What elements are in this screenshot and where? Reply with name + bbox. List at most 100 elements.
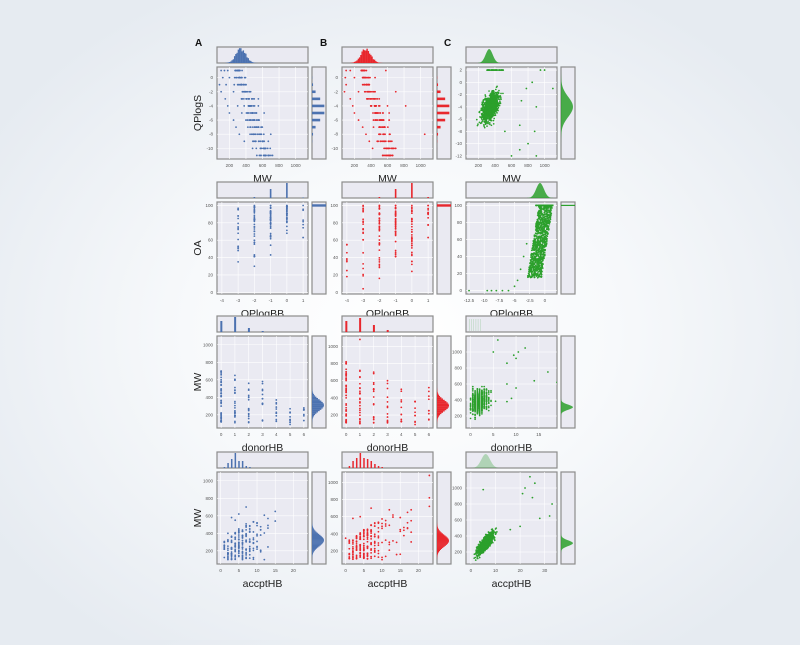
y-tick-label: -10 (206, 146, 213, 151)
y-tick-label: -10 (331, 146, 338, 151)
y-tick-label: 80 (208, 220, 214, 225)
x-tick-label: -7.5 (495, 298, 503, 303)
y-tick-label: 400 (205, 395, 213, 400)
y-axis-label: OA (192, 240, 204, 255)
y-tick-label: 600 (454, 382, 462, 387)
y-tick-label: 60 (333, 238, 339, 243)
y-tick-label: -8 (209, 132, 213, 137)
x-tick-label: 4 (275, 432, 278, 437)
y-tick-label: 400 (330, 531, 338, 536)
right-marginal (561, 472, 575, 564)
y-tick-label: -10 (455, 141, 462, 146)
x-tick-label: 200 (475, 163, 483, 168)
x-tick-label: 1000 (291, 163, 302, 168)
x-tick-label: 600 (508, 163, 516, 168)
y-axis-label: MW (192, 373, 204, 392)
x-tick-label: 15 (536, 432, 542, 437)
y-tick-label: 200 (454, 414, 462, 419)
y-tick-label: 60 (208, 238, 214, 243)
y-tick-label: 1000 (452, 350, 463, 355)
y-tick-label: -2 (209, 89, 213, 94)
x-tick-label: 1 (234, 432, 237, 437)
x-tick-label: 20 (518, 568, 524, 573)
x-tick-label: -12.5 (464, 298, 475, 303)
y-tick-label: 400 (330, 395, 338, 400)
main-plot-area (342, 202, 433, 294)
x-tick-label: 10 (493, 568, 499, 573)
x-tick-label: 0 (344, 568, 347, 573)
x-tick-label: 0 (219, 568, 222, 573)
x-tick-label: -3 (236, 298, 240, 303)
y-tick-label: 1000 (328, 480, 339, 485)
y-tick-label: 60 (457, 237, 463, 242)
y-tick-label: -2 (458, 92, 462, 97)
x-tick-label: 0 (345, 432, 348, 437)
x-tick-label: 5 (289, 432, 292, 437)
y-tick-label: 400 (454, 398, 462, 403)
x-tick-label: 2 (372, 432, 375, 437)
main-plot-area (217, 472, 308, 564)
x-tick-label: -4 (220, 298, 224, 303)
y-tick-label: -12 (455, 153, 462, 158)
y-tick-label: 0 (335, 75, 338, 80)
x-tick-label: 0 (544, 298, 547, 303)
y-tick-label: 1000 (203, 478, 214, 483)
top-marginal (466, 316, 557, 332)
right-marginal (312, 202, 326, 294)
y-tick-label: 1000 (203, 342, 214, 347)
y-tick-label: -4 (209, 103, 213, 108)
y-tick-label: -8 (458, 129, 462, 134)
marginal-y-hist (312, 204, 326, 206)
y-tick-label: 600 (205, 377, 213, 382)
x-tick-label: -2.5 (526, 298, 534, 303)
top-marginal (342, 47, 433, 63)
right-marginal (561, 202, 575, 294)
x-tick-label: -5 (513, 298, 517, 303)
y-tick-label: 800 (454, 366, 462, 371)
x-tick-label: 400 (242, 163, 250, 168)
y-tick-label: 600 (454, 518, 462, 523)
y-tick-label: 20 (333, 272, 339, 277)
y-tick-label: 0 (459, 288, 462, 293)
y-tick-label: -4 (458, 104, 462, 109)
column-label-c: C (444, 38, 451, 49)
top-marginal (342, 316, 433, 332)
main-plot-area (342, 472, 433, 564)
x-axis-label: accptHB (243, 578, 283, 590)
x-tick-label: 1000 (540, 163, 551, 168)
x-tick-label: -1 (394, 298, 398, 303)
x-tick-label: 5 (414, 432, 417, 437)
x-tick-label: 5 (238, 568, 241, 573)
marginal-y-hist (437, 204, 451, 206)
x-tick-label: 400 (367, 163, 375, 168)
top-marginal (217, 47, 308, 63)
x-tick-label: -1 (269, 298, 273, 303)
main-plot-area (217, 202, 308, 294)
y-tick-label: 400 (454, 534, 462, 539)
x-axis-label: accptHB (368, 578, 408, 590)
x-tick-label: -4 (345, 298, 349, 303)
x-tick-label: 0 (411, 298, 414, 303)
x-tick-label: -2 (377, 298, 381, 303)
y-tick-label: -2 (334, 89, 338, 94)
x-tick-label: 3 (386, 432, 389, 437)
x-tick-label: -10 (481, 298, 488, 303)
y-tick-label: 200 (330, 413, 338, 418)
y-axis-label: QPlogS (192, 95, 204, 131)
x-tick-label: 3 (261, 432, 264, 437)
x-tick-label: 0 (470, 568, 473, 573)
right-marginal (561, 336, 575, 428)
y-tick-label: 40 (457, 254, 463, 259)
x-tick-label: 1 (359, 432, 362, 437)
y-tick-label: 0 (210, 290, 213, 295)
x-tick-label: 0 (220, 432, 223, 437)
y-tick-label: 200 (205, 412, 213, 417)
x-tick-label: 600 (384, 163, 392, 168)
